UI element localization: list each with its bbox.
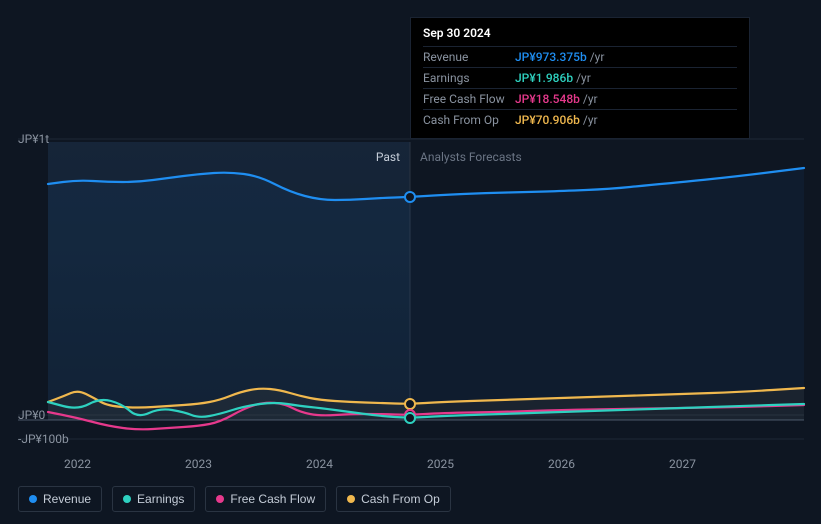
x-axis-label: 2025 [427,457,454,471]
tooltip-metric-value: JP¥1.986b [515,71,573,85]
x-axis-label: 2027 [669,457,696,471]
tooltip-metric-value: JP¥70.906b [515,113,580,127]
forecast-label: Analysts Forecasts [420,150,522,164]
tooltip-row: EarningsJP¥1.986b/yr [423,67,737,88]
tooltip-metric-suffix: /yr [590,50,605,64]
tooltip-metric-value: JP¥973.375b [515,50,587,64]
y-axis-label: -JP¥100b [18,432,69,446]
x-axis-label: 2023 [185,457,212,471]
y-axis-label: JP¥0 [18,408,45,422]
legend-item-cash-from-op[interactable]: Cash From Op [336,486,451,512]
tooltip-metric-label: Revenue [423,50,515,64]
x-axis-label: 2026 [548,457,575,471]
legend-dot-icon [29,495,37,503]
legend-dot-icon [216,495,224,503]
tooltip-metric-value: JP¥18.548b [515,92,580,106]
legend-dot-icon [123,495,131,503]
tooltip-metric-label: Free Cash Flow [423,92,515,106]
legend-item-label: Earnings [137,492,184,506]
x-axis-label: 2024 [306,457,333,471]
legend-item-label: Cash From Op [361,492,440,506]
tooltip-row: Free Cash FlowJP¥18.548b/yr [423,88,737,109]
legend-item-free-cash-flow[interactable]: Free Cash Flow [205,486,326,512]
legend-item-earnings[interactable]: Earnings [112,486,195,512]
y-axis-label: JP¥1t [18,132,49,146]
legend-item-label: Free Cash Flow [230,492,315,506]
legend-item-revenue[interactable]: Revenue [18,486,102,512]
legend-dot-icon [347,495,355,503]
data-tooltip: Sep 30 2024 RevenueJP¥973.375b/yrEarning… [410,17,750,139]
financial-forecast-chart: { "tooltip": { "date": "Sep 30 2024", "r… [0,0,821,524]
legend-item-label: Revenue [43,492,91,506]
tooltip-metric-suffix: /yr [576,71,591,85]
tooltip-row: RevenueJP¥973.375b/yr [423,46,737,67]
tooltip-row: Cash From OpJP¥70.906b/yr [423,109,737,130]
tooltip-metric-suffix: /yr [583,92,598,106]
legend: Revenue Earnings Free Cash Flow Cash From O… [18,486,451,512]
tooltip-metric-label: Earnings [423,71,515,85]
tooltip-metric-suffix: /yr [583,113,598,127]
past-label: Past [350,150,400,164]
tooltip-metric-label: Cash From Op [423,113,515,127]
tooltip-date: Sep 30 2024 [423,26,737,40]
x-axis-label: 2022 [64,457,91,471]
